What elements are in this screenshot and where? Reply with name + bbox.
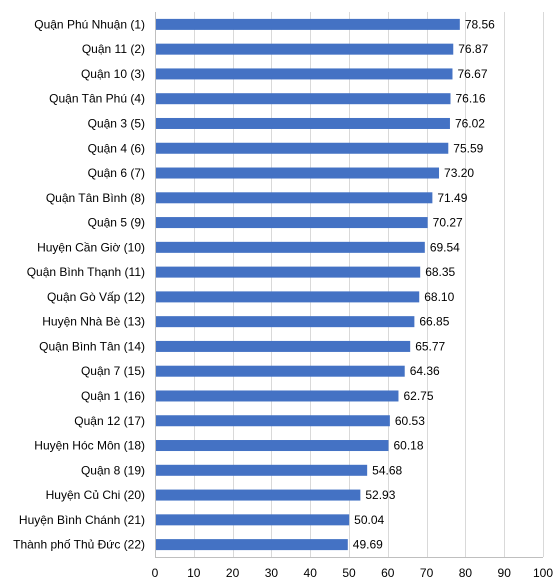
- value-label-6: 75.59: [453, 141, 483, 155]
- value-label-17: 60.53: [395, 414, 425, 428]
- bar-8: [156, 192, 433, 204]
- x-tick-label-3: 30: [265, 566, 279, 580]
- value-labels: 78.56 76.87 76.67 76.16 76.02 75.59 73.20 71.49…: [353, 17, 495, 551]
- value-label-22: 49.69: [353, 538, 383, 552]
- bar-12: [156, 291, 420, 303]
- category-label-4: Quận Tân Phú (4): [49, 92, 145, 106]
- bar-14: [156, 340, 411, 352]
- bar-4: [156, 93, 451, 105]
- x-tick-label-1: 10: [187, 566, 201, 580]
- value-label-8: 71.49: [437, 191, 467, 205]
- category-label-1: Quận Phú Nhuận (1): [34, 17, 145, 31]
- bar-6: [156, 142, 449, 154]
- value-label-4: 76.16: [456, 92, 486, 106]
- category-label-18: Huyện Hóc Môn (18): [34, 439, 145, 453]
- category-label-11: Quận Bình Thạnh (11): [27, 265, 145, 279]
- bar-15: [156, 365, 405, 377]
- x-tick-label-6: 60: [381, 566, 395, 580]
- bar-7: [156, 167, 440, 179]
- bar-13: [156, 316, 415, 328]
- value-label-11: 68.35: [425, 265, 455, 279]
- x-axis: 0 10 20 30 40 50 60 70 80 90 100: [152, 12, 553, 580]
- value-label-9: 70.27: [433, 216, 463, 230]
- category-label-21: Huyện Bình Chánh (21): [19, 513, 145, 527]
- x-tick-label-2: 20: [226, 566, 240, 580]
- value-label-15: 64.36: [410, 364, 440, 378]
- x-tick-label-0: 0: [152, 566, 159, 580]
- value-label-21: 50.04: [354, 513, 384, 527]
- bar-17: [156, 415, 390, 427]
- bar-20: [156, 489, 361, 501]
- bars: [156, 18, 460, 551]
- value-label-18: 60.18: [393, 439, 423, 453]
- category-label-20: Huyện Củ Chi (20): [46, 488, 145, 502]
- x-tick-label-5: 50: [342, 566, 356, 580]
- bar-5: [156, 117, 450, 129]
- category-label-19: Quận 8 (19): [81, 463, 145, 477]
- value-label-20: 52.93: [365, 488, 395, 502]
- category-label-13: Huyện Nhà Bè (13): [42, 315, 145, 329]
- x-tick-label-8: 80: [459, 566, 473, 580]
- bar-22: [156, 539, 348, 551]
- value-label-1: 78.56: [465, 17, 495, 31]
- category-label-15: Quận 7 (15): [81, 364, 145, 378]
- bar-2: [156, 43, 454, 55]
- value-label-3: 76.67: [457, 67, 487, 81]
- category-label-5: Quận 3 (5): [88, 116, 145, 130]
- bar-11: [156, 266, 421, 278]
- x-tick-label-10: 100: [533, 566, 553, 580]
- value-label-2: 76.87: [458, 42, 488, 56]
- value-label-12: 68.10: [424, 290, 454, 304]
- category-label-12: Quận Gò Vấp (12): [47, 290, 145, 304]
- bar-3: [156, 68, 453, 80]
- category-label-14: Quận Bình Tân (14): [39, 339, 145, 353]
- category-label-17: Quận 12 (17): [74, 414, 145, 428]
- category-label-10: Huyện Cần Giờ (10): [37, 240, 145, 254]
- x-tick-label-9: 90: [498, 566, 512, 580]
- category-label-8: Quận Tân Bình (8): [46, 191, 145, 205]
- category-label-6: Quận 4 (6): [88, 141, 145, 155]
- value-label-14: 65.77: [415, 339, 445, 353]
- bar-19: [156, 464, 368, 476]
- value-label-13: 66.85: [419, 315, 449, 329]
- value-label-16: 62.75: [403, 389, 433, 403]
- category-label-22: Thành phố Thủ Đức (22): [13, 538, 145, 552]
- category-label-2: Quận 11 (2): [82, 42, 145, 56]
- category-label-9: Quận 5 (9): [88, 216, 145, 230]
- bar-21: [156, 514, 350, 526]
- value-label-7: 73.20: [444, 166, 474, 180]
- category-label-7: Quận 6 (7): [88, 166, 145, 180]
- value-label-19: 54.68: [372, 463, 402, 477]
- value-label-10: 69.54: [430, 240, 460, 254]
- bar-9: [156, 217, 428, 229]
- x-tick-label-7: 70: [420, 566, 434, 580]
- x-tick-label-4: 40: [304, 566, 318, 580]
- value-label-5: 76.02: [455, 116, 485, 130]
- category-label-3: Quận 10 (3): [81, 67, 145, 81]
- bar-10: [156, 241, 425, 253]
- bar-18: [156, 440, 389, 452]
- category-labels: Quận Phú Nhuận (1) Quận 11 (2) Quận 10 (3)…: [13, 17, 145, 551]
- bar-1: [156, 18, 460, 30]
- category-label-16: Quận 1 (16): [81, 389, 145, 403]
- bar-16: [156, 390, 399, 402]
